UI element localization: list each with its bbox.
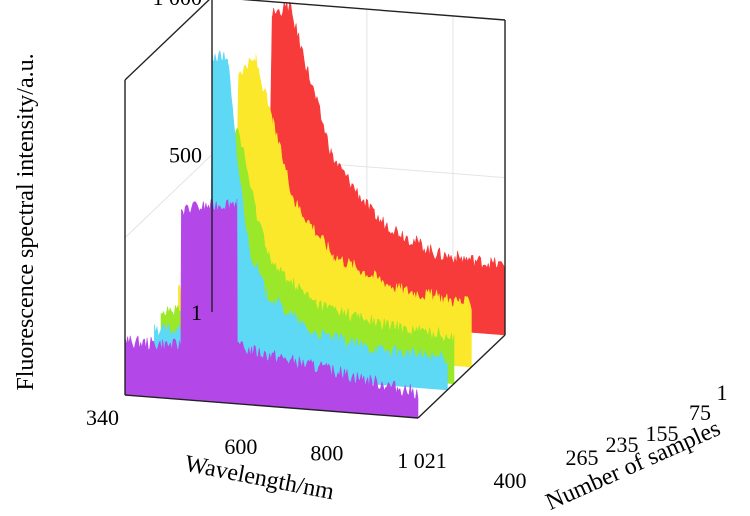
spectra <box>124 1 506 419</box>
axis-line <box>417 334 506 419</box>
axis-line <box>124 0 210 81</box>
y-tick-label: 500 <box>169 143 202 168</box>
z-tick-label: 75 <box>689 400 711 425</box>
axis-line <box>241 0 506 21</box>
z-tick-label: 1 <box>717 380 728 405</box>
z-tick-label: 155 <box>646 421 679 446</box>
x-tick-label: 600 <box>224 434 257 459</box>
z-tick-label: 400 <box>494 468 527 493</box>
grid-line <box>124 154 213 239</box>
axis-box <box>124 0 506 419</box>
x-tick-label: 800 <box>310 441 343 466</box>
x-tick-label: 1 021 <box>397 448 447 473</box>
x-tick-label: 340 <box>86 405 119 430</box>
z-tick-label: 235 <box>606 432 639 457</box>
y-axis-title: Fluorescence spectral intensity/a.u. <box>13 53 39 390</box>
axis-line <box>124 394 419 419</box>
y-tick-label: 1 000 <box>153 0 203 10</box>
spectrum-sample-400 <box>124 198 419 419</box>
y-tick-label: 1 <box>191 300 202 325</box>
z-tick-label: 265 <box>566 445 599 470</box>
